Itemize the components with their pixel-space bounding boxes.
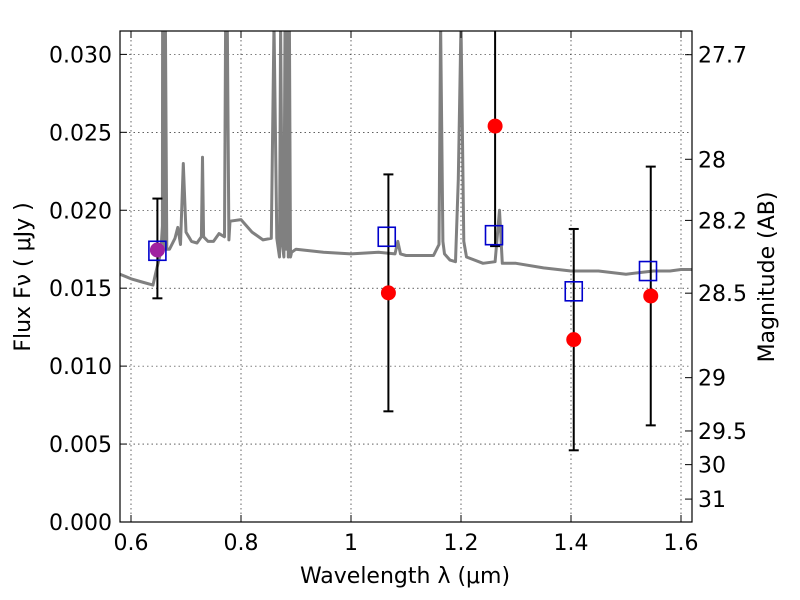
y-tick-label: 0.005 [49, 433, 112, 458]
mag-tick-label: 30 [698, 454, 726, 479]
model-square [638, 260, 658, 282]
y-tick-label: 0.025 [49, 121, 112, 146]
y-axis-ticks: 0.000 0.005 0.010 0.015 0.020 0.025 0.030 [49, 43, 127, 536]
y-tick-label: 0.000 [49, 511, 112, 536]
mag-tick-label: 29.5 [698, 420, 747, 445]
mag-tick-label: 28.5 [698, 282, 747, 307]
magnitude-axis-ticks: 27.7 28 28.2 28.5 29 29.5 30 31 [685, 44, 747, 513]
right-axis-label: Magnitude (AB) [755, 192, 780, 363]
y-tick-label: 0.030 [49, 43, 112, 68]
y-tick-label: 0.020 [49, 199, 112, 224]
x-axis-ticks: 0.6 0.8 1 1.2 1.4 1.6 [114, 31, 699, 556]
model-square [564, 281, 584, 302]
mag-tick-label: 31 [698, 488, 726, 513]
plot-frame [119, 30, 693, 523]
model-square [484, 224, 504, 246]
observed-dot [149, 242, 165, 258]
x-tick-label: 1.4 [554, 531, 589, 556]
sed-model-line [120, 31, 692, 287]
mag-tick-label: 28 [698, 148, 726, 173]
model-bandpass-points [148, 224, 658, 302]
x-axis-label: Wavelength λ (μm) [300, 564, 510, 589]
x-tick-label: 0.6 [114, 531, 149, 556]
grid-lines [120, 31, 692, 523]
y-tick-label: 0.010 [49, 355, 112, 380]
observed-dot [566, 332, 582, 348]
y-tick-label: 0.015 [49, 277, 112, 302]
x-tick-label: 0.8 [224, 531, 259, 556]
sed-model-curve [120, 31, 692, 287]
model-square [148, 240, 167, 262]
x-tick-label: 1.6 [664, 531, 699, 556]
model-square [377, 226, 397, 248]
observed-dot [487, 118, 503, 134]
observed-dot [380, 285, 396, 301]
mag-tick-label: 27.7 [698, 44, 747, 69]
y-axis-label: Flux Fν ( μJy ) [11, 202, 36, 351]
mag-tick-label: 28.2 [698, 209, 747, 234]
observed-dot [643, 288, 659, 304]
x-tick-label: 1 [344, 531, 358, 556]
observed-points [149, 118, 659, 348]
mag-tick-label: 29 [698, 367, 726, 392]
x-tick-label: 1.2 [444, 531, 479, 556]
